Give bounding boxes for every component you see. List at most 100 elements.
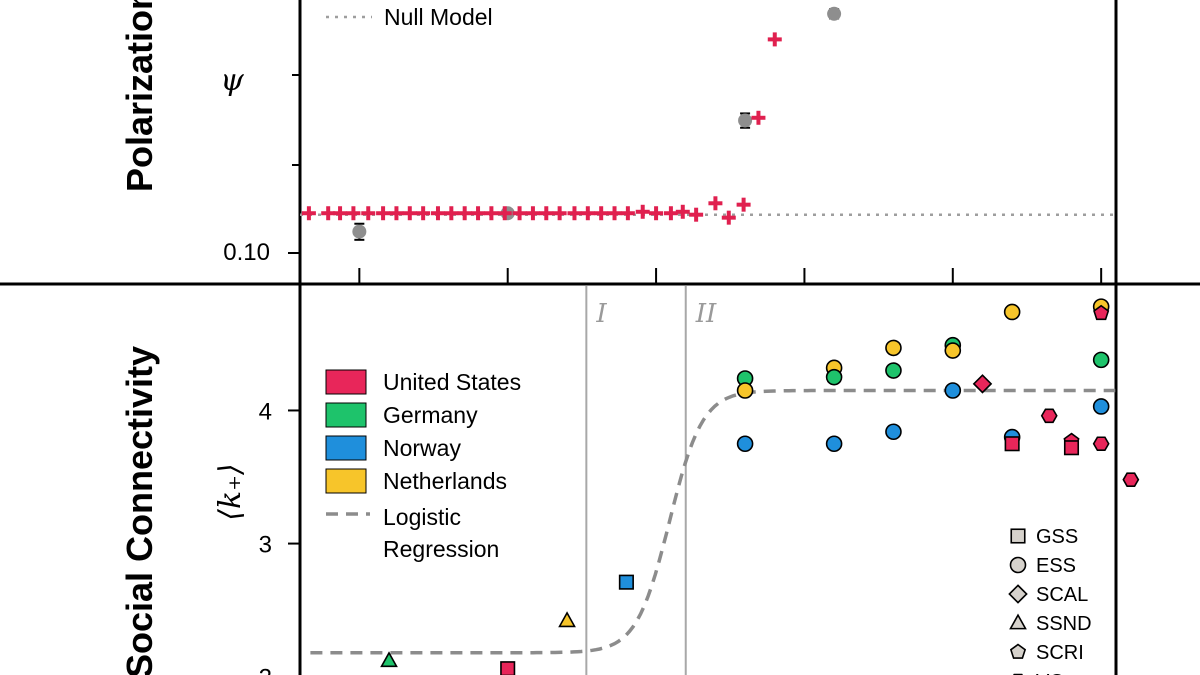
polarization-model-points	[301, 32, 782, 225]
polarization-model-point	[675, 204, 690, 219]
legend-ess-label: ESS	[1036, 555, 1076, 577]
polarization-panel: Polarization ψ 0.10 Null Model	[119, 0, 1118, 283]
connectivity-data-point	[736, 382, 754, 399]
polarization-model-point	[689, 207, 704, 222]
connectivity-data-point	[972, 374, 993, 394]
legend-ssnd-marker	[1009, 613, 1027, 630]
polarization-model-point	[552, 206, 567, 221]
connectivity-data-point	[736, 435, 754, 453]
bottom-y-ticks: 2 3 4	[259, 398, 300, 675]
bottom-y-tick-label: 4	[259, 398, 272, 425]
polarization-model-point	[767, 32, 782, 47]
connectivity-data-point	[1003, 303, 1021, 321]
polarization-model-point	[346, 206, 361, 221]
regime-label: II	[695, 299, 717, 329]
polarization-model-point	[525, 206, 540, 221]
polarization-model-point	[751, 110, 766, 125]
connectivity-data-point	[1063, 440, 1080, 456]
legend-norway-swatch	[325, 435, 367, 461]
bottom-y-axis-symbol: ⟨k₊⟩	[213, 463, 248, 520]
legend-ssnd-label: SSND	[1036, 613, 1092, 635]
polarization-model-point	[567, 206, 582, 221]
connectivity-data-point	[825, 368, 843, 386]
country-legend: United States Germany Norway Netherlands…	[325, 369, 521, 562]
connectivity-data-point	[825, 435, 843, 453]
polarization-data-point	[352, 224, 367, 239]
logistic-regression-curve	[310, 388, 1116, 655]
polarization-model-point	[430, 206, 445, 221]
top-y-tick-label: 0.10	[223, 239, 270, 266]
connectivity-data-point	[380, 651, 398, 668]
polarization-model-point	[416, 206, 431, 221]
legend-scal-label: SCAL	[1036, 584, 1088, 606]
connectivity-data-point	[885, 339, 902, 357]
legend-logistic-label: Logistic	[383, 504, 461, 530]
bottom-y-axis-label: Social Connectivity	[119, 346, 160, 675]
connectivity-data-point	[1122, 472, 1140, 487]
bottom-y-tick-label: 2	[259, 665, 272, 675]
legend-germany-swatch	[325, 402, 367, 428]
connectivity-data-point	[1093, 304, 1110, 321]
connectivity-data-point	[885, 423, 902, 441]
regime-boundaries: I II	[585, 286, 717, 675]
legend-scri-label: SCRI	[1036, 642, 1084, 664]
polarization-model-point	[580, 206, 595, 221]
polarization-model-point	[635, 204, 650, 219]
legend-null-model-label: Null Model	[384, 4, 493, 30]
legend-gss-marker	[1010, 528, 1026, 544]
legend-scri-marker	[1009, 643, 1027, 659]
connectivity-data-point	[618, 574, 634, 590]
connectivity-data-point	[558, 611, 576, 628]
top-y-axis-symbol: ψ	[220, 63, 244, 98]
legend-germany-label: Germany	[383, 402, 478, 428]
polarization-data-points	[352, 6, 842, 241]
polarization-model-point	[663, 206, 678, 221]
polarization-model-point	[444, 206, 459, 221]
polarization-data-point	[738, 113, 753, 128]
social-connectivity-panel: Social Connectivity ⟨k₊⟩ 234 III United …	[119, 284, 1140, 675]
polarization-model-point	[301, 206, 316, 221]
top-y-axis-label: Polarization	[119, 0, 160, 192]
polarization-data-point	[827, 6, 842, 21]
connectivity-data-point	[500, 661, 516, 675]
regime-label: I	[595, 299, 607, 329]
polarization-model-point	[471, 206, 486, 221]
polarization-model-point	[361, 206, 376, 221]
polarization-model-point	[594, 206, 609, 221]
polarization-model-point	[484, 206, 499, 221]
legend-norway-label: Norway	[383, 435, 461, 461]
legend-scal-marker	[1008, 584, 1028, 604]
legend-united-states-swatch	[325, 369, 367, 395]
polarization-model-point	[539, 206, 554, 221]
polarization-model-point	[607, 206, 622, 221]
connectivity-data-point	[944, 382, 962, 399]
polarization-model-point	[402, 206, 417, 221]
polarization-model-point	[497, 206, 512, 221]
bottom-y-tick-label: 3	[259, 532, 272, 559]
polarization-model-point	[708, 196, 723, 211]
polarization-model-point	[736, 197, 751, 212]
polarization-model-point	[620, 206, 635, 221]
legend-regression-label: Regression	[383, 536, 499, 562]
top-x-ticks	[358, 268, 1103, 283]
connectivity-data-point	[944, 342, 962, 359]
polarization-model-point	[333, 206, 348, 221]
polarization-model-point	[721, 210, 736, 225]
connectivity-data-point	[885, 362, 902, 379]
legend-vo-label: VO	[1036, 671, 1065, 675]
connectivity-data-point	[1092, 351, 1110, 369]
polarization-model-point	[321, 206, 336, 221]
legend-netherlands-label: Netherlands	[383, 468, 507, 494]
connectivity-data-point	[1092, 436, 1110, 452]
polarization-model-point	[457, 206, 472, 221]
legend-united-states-label: United States	[383, 369, 521, 395]
connectivity-data-point	[1040, 408, 1058, 424]
connectivity-data-point	[1004, 436, 1020, 452]
legend-netherlands-swatch	[325, 468, 367, 494]
legend-ess-marker	[1009, 556, 1027, 574]
polarization-model-point	[649, 206, 664, 221]
connectivity-data-point	[1092, 398, 1110, 415]
polarization-model-point	[376, 206, 391, 221]
polarization-model-point	[512, 206, 527, 221]
